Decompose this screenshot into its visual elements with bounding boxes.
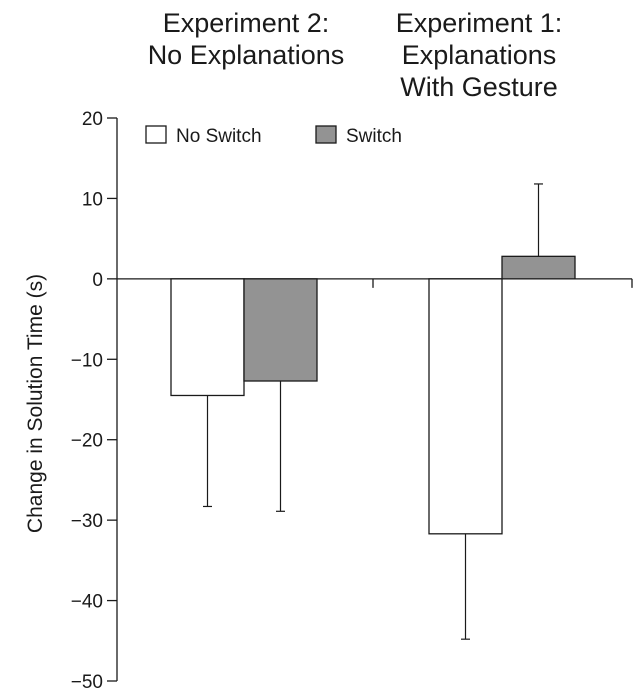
category-label: With Gesture — [400, 72, 558, 102]
category-label: No Explanations — [148, 40, 345, 70]
legend-swatch — [145, 125, 167, 144]
category-label: Experiment 2: — [163, 8, 330, 38]
bar — [170, 278, 245, 397]
bar — [501, 255, 576, 280]
legend-label: Switch — [346, 126, 402, 147]
y-tick-label: 10 — [82, 189, 103, 210]
legend: No Switch Switch — [145, 125, 402, 147]
y-tick-label: 0 — [92, 270, 103, 291]
y-tick-label: −10 — [71, 350, 103, 371]
bar — [428, 278, 503, 535]
legend-label: No Switch — [176, 126, 262, 147]
y-tick-label: −20 — [71, 431, 103, 452]
y-tick-label: 20 — [82, 109, 103, 130]
error-bars — [203, 183, 543, 640]
group-titles: Experiment 2:No Explanations Experiment 1… — [148, 8, 563, 102]
y-axis: 20 10 0 −10 −20 −30 −40 −50 — [71, 109, 118, 693]
category-label: Experiment 1: — [396, 8, 563, 38]
y-tick-label: −30 — [71, 511, 103, 532]
bar — [243, 278, 318, 382]
y-axis-label: Change in Solution Time (s) — [24, 274, 47, 533]
legend-swatch — [315, 125, 337, 144]
category-label: Explanations — [402, 40, 557, 70]
bars — [170, 255, 576, 535]
y-tick-label: −40 — [71, 592, 103, 613]
y-tick-label: −50 — [71, 672, 103, 693]
